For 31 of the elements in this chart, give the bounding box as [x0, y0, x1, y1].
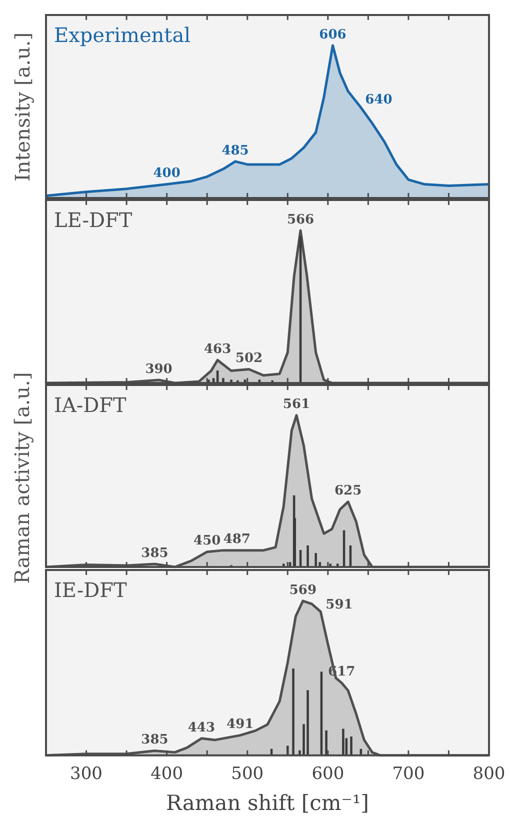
x-tick-label: 700: [392, 764, 425, 784]
y-axis-title: Intensity [a.u.]: [10, 32, 34, 182]
x-tick-label: 300: [70, 764, 102, 784]
x-tick-label: 500: [231, 764, 264, 784]
annotation: 502: [235, 351, 263, 366]
chart-title: IA-DFT: [54, 393, 128, 418]
annotation: 569: [289, 582, 317, 598]
chart-title: LE-DFT: [54, 208, 133, 232]
annotation: 443: [188, 720, 216, 736]
annotation: 566: [286, 212, 314, 228]
annotation: 561: [282, 397, 310, 412]
chart-title: Experimental: [54, 23, 191, 48]
chart-title: IE-DFT: [54, 578, 128, 602]
annotation: 491: [226, 717, 254, 732]
x-tick-label: 800: [472, 764, 506, 784]
annotation: 487: [223, 532, 250, 548]
annotation: 390: [145, 362, 172, 377]
annotation: 463: [204, 342, 232, 357]
x-axis-title: Raman shift [cm⁻¹]: [166, 790, 369, 815]
y-axis-title: Raman activity [a.u.]: [10, 372, 34, 584]
annotation: 385: [141, 732, 168, 748]
annotation: 450: [194, 534, 221, 549]
x-tick-label: 600: [312, 764, 344, 784]
annotation: 606: [319, 27, 346, 42]
x-tick-label: 400: [150, 764, 184, 784]
annotation: 640: [365, 92, 392, 108]
annotation: 485: [222, 143, 249, 158]
annotation: 400: [153, 166, 180, 182]
annotation: 625: [334, 484, 362, 499]
annotation: 385: [141, 546, 168, 561]
annotation: 591: [326, 598, 353, 613]
